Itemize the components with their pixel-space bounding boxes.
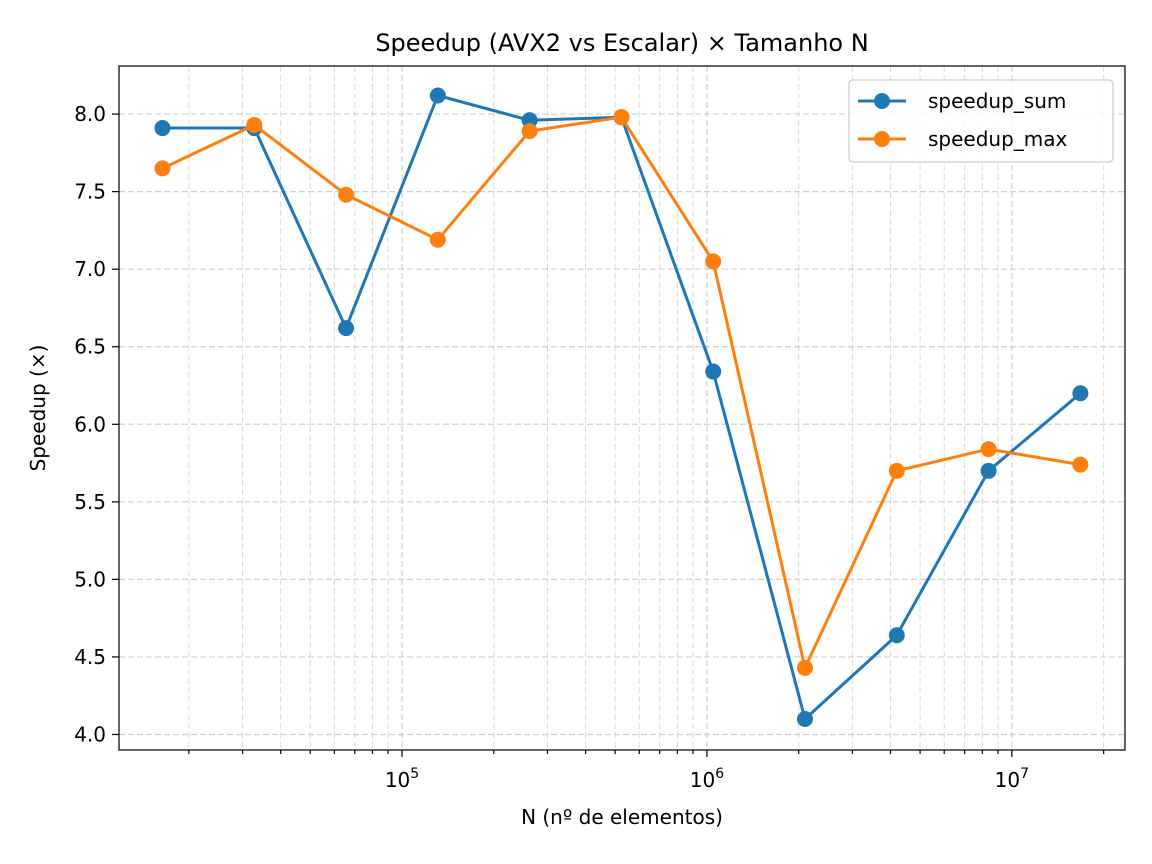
y-tick-label: 5.5 bbox=[74, 490, 106, 514]
plot-frame bbox=[118, 65, 1126, 751]
grid bbox=[119, 66, 1125, 750]
x-tick-label: 105 bbox=[385, 766, 419, 792]
y-tick-label: 4.5 bbox=[74, 645, 106, 669]
data-point-speedup_sum bbox=[429, 87, 446, 104]
x-axis-label: N (nº de elementos) bbox=[521, 805, 723, 829]
data-point-speedup_sum bbox=[980, 462, 997, 479]
y-tick-label: 8.0 bbox=[74, 102, 106, 126]
y-axis-label: Speedup (×) bbox=[26, 345, 50, 472]
y-tick-label: 6.5 bbox=[74, 335, 106, 359]
legend: speedup_sum speedup_max bbox=[848, 79, 1114, 163]
data-point-speedup_sum bbox=[797, 710, 814, 727]
data-point-speedup_max bbox=[1072, 456, 1089, 473]
data-point-speedup_max bbox=[246, 116, 263, 133]
chart-title: Speedup (AVX2 vs Escalar) × Tamanho N bbox=[375, 29, 868, 57]
y-tick-label: 7.0 bbox=[74, 257, 106, 281]
y-tick-label: 5.0 bbox=[74, 567, 106, 591]
x-tick-label: 107 bbox=[995, 766, 1029, 792]
data-point-speedup_max bbox=[797, 659, 814, 676]
legend-label-speedup_sum: speedup_sum bbox=[928, 89, 1066, 113]
x-tick-label: 106 bbox=[690, 766, 724, 792]
data-point-speedup_max bbox=[429, 231, 446, 248]
legend-marker-speedup_max bbox=[874, 131, 890, 147]
data-point-speedup_max bbox=[980, 441, 997, 458]
y-tick-label: 6.0 bbox=[74, 412, 106, 436]
data-point-speedup_sum bbox=[1072, 385, 1089, 402]
ticks: 105 106 107 4.0 4.5 5.0 5.5 6.0 6.5 7.0 7.5 8.0 bbox=[74, 102, 1105, 792]
data-point-speedup_max bbox=[705, 253, 722, 270]
data-point-speedup_sum bbox=[338, 320, 355, 337]
data-point-speedup_sum bbox=[888, 627, 905, 644]
data-point-speedup_max bbox=[521, 123, 538, 140]
data-point-speedup_max bbox=[613, 109, 630, 126]
legend-label-speedup_max: speedup_max bbox=[928, 127, 1068, 151]
data-point-speedup_max bbox=[888, 462, 905, 479]
data-point-speedup_max bbox=[154, 160, 171, 177]
y-tick-label: 7.5 bbox=[74, 180, 106, 204]
data-point-speedup_sum bbox=[705, 363, 722, 380]
legend-marker-speedup_sum bbox=[874, 93, 890, 109]
data-point-speedup_sum bbox=[154, 120, 171, 137]
data-point-speedup_max bbox=[338, 186, 355, 203]
y-tick-label: 4.0 bbox=[74, 722, 106, 746]
legend-box bbox=[848, 79, 1114, 163]
series-layer bbox=[154, 87, 1089, 727]
